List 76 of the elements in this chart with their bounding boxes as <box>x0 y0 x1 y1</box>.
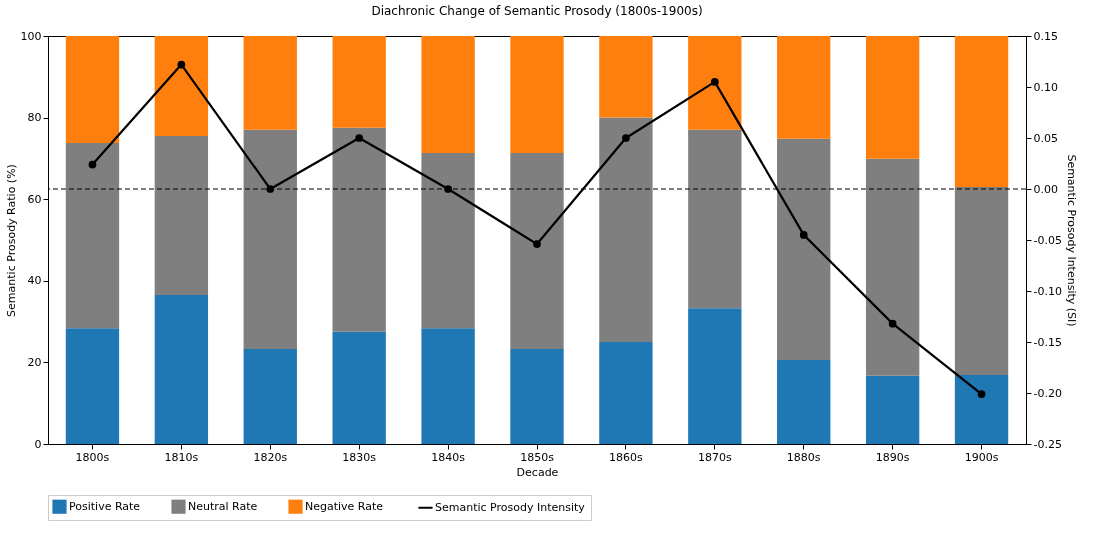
bar <box>510 36 564 154</box>
point <box>533 240 541 248</box>
x-tick-label: 1880s <box>786 450 821 464</box>
x-tick-label: 1890s <box>875 450 910 464</box>
bar <box>599 342 653 444</box>
y-axis-title: Semantic Prosody Ratio (%) <box>4 164 18 317</box>
x-tick-label: 1810s <box>164 450 199 464</box>
bar <box>599 117 653 342</box>
legend-label: Neutral Rate <box>188 499 258 513</box>
bar <box>865 375 920 444</box>
point <box>177 60 186 69</box>
y2-tick-label: -0.25 <box>1033 437 1062 451</box>
point <box>710 78 719 86</box>
y2-axis-title: Semantic Prosody Intensity (SI) <box>1064 154 1078 327</box>
bar <box>954 186 1009 376</box>
y2-tick-label: 0.15 <box>1033 29 1058 43</box>
y2-tick-label: -0.20 <box>1033 386 1062 400</box>
point <box>799 231 808 239</box>
y-tick-label: 20 <box>27 355 42 369</box>
bar <box>243 36 297 130</box>
bar <box>65 328 120 444</box>
legend-label: Negative Rate <box>305 499 384 513</box>
bar <box>243 348 297 444</box>
point <box>888 319 897 328</box>
y2-tick-label: -0.10 <box>1033 284 1062 298</box>
y2-tick-label: 0.05 <box>1033 131 1058 145</box>
bar <box>421 36 475 154</box>
bar <box>421 153 475 329</box>
y-tick-label: 40 <box>27 274 42 288</box>
x-tick-label: 1860s <box>609 450 644 464</box>
bar <box>954 36 1009 187</box>
legend-label: Semantic Prosody Intensity <box>435 500 586 514</box>
chart-title: Diachronic Change of Semantic Prosody (1800s-1900s) <box>371 4 703 18</box>
y2-tick-label: -0.15 <box>1033 335 1062 349</box>
bar <box>65 142 120 329</box>
bar <box>777 359 831 444</box>
bar <box>154 295 209 444</box>
point <box>977 390 986 398</box>
legend-label: Positive Rate <box>69 499 141 513</box>
point <box>355 134 364 142</box>
x-tick-label: 1830s <box>342 450 377 464</box>
bar <box>154 36 209 136</box>
bar <box>777 36 831 139</box>
bar <box>510 153 564 349</box>
bar <box>421 328 475 444</box>
bar <box>688 129 742 309</box>
y-tick-label: 60 <box>27 192 42 206</box>
x-tick-label: 1820s <box>253 450 288 464</box>
y-tick-label: 0 <box>34 437 42 451</box>
bar <box>510 348 564 444</box>
y-tick-label: 80 <box>27 111 42 125</box>
bar <box>65 36 120 143</box>
x-tick-label: 1850s <box>520 450 555 464</box>
y2-tick-label: 0.10 <box>1033 80 1058 94</box>
bar <box>688 308 742 444</box>
x-tick-label: 1800s <box>75 450 110 464</box>
bar <box>777 138 831 360</box>
x-tick-label: 1870s <box>697 450 732 464</box>
y2-tick-label: -0.05 <box>1033 233 1062 247</box>
bar <box>865 36 920 159</box>
bar <box>154 135 209 296</box>
bar <box>954 375 1009 444</box>
bar <box>599 36 653 118</box>
x-axis-title: Decade <box>516 465 559 479</box>
bar <box>332 331 386 444</box>
bar <box>865 158 920 376</box>
point <box>88 160 97 169</box>
bar <box>332 127 386 332</box>
bar <box>332 36 386 128</box>
x-tick-label: 1900s <box>964 450 999 464</box>
point <box>622 134 630 142</box>
bar <box>243 129 297 349</box>
x-tick-label: 1840s <box>431 450 466 464</box>
y2-tick-label: 0.00 <box>1033 182 1058 196</box>
bar <box>688 36 742 130</box>
y-tick-label: 100 <box>20 29 42 43</box>
